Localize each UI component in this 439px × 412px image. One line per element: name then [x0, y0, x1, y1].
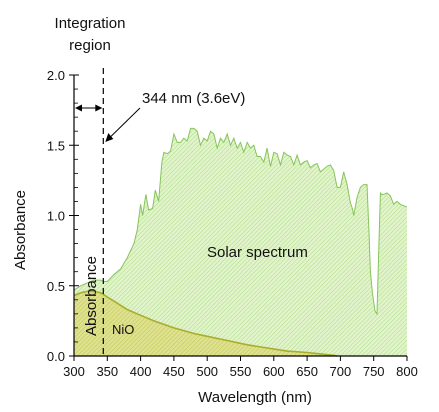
nio-label: NiO — [112, 322, 134, 337]
y-tick-label: 1.0 — [47, 209, 65, 224]
annotation-marks — [75, 68, 141, 356]
integration-region-label-line1: Integration — [55, 15, 126, 32]
x-tick-label: 350 — [96, 364, 118, 379]
absorbance-region-label: Absorbance — [83, 256, 100, 336]
x-axis-label: Wavelength (nm) — [198, 389, 312, 406]
x-tick-label: 700 — [330, 364, 352, 379]
y-tick-label: 0.5 — [47, 279, 65, 294]
x-tick-label: 500 — [196, 364, 218, 379]
x-tick-label: 450 — [163, 364, 185, 379]
ticks-layer: 300 350 400 450 500 550 600 650 700 750 800 0.0 0.5 1… — [47, 68, 418, 379]
solar-spectrum-line — [73, 127, 408, 316]
x-tick-label: 800 — [396, 364, 418, 379]
integration-arrowhead-right — [95, 104, 103, 112]
cutoff-pointer-arrowhead — [105, 133, 114, 142]
y-tick-label: 2.0 — [47, 68, 65, 83]
integration-region-label-line2: region — [69, 37, 111, 54]
cutoff-label: 344 nm (3.6eV) — [142, 90, 245, 107]
series-layer — [73, 127, 408, 357]
nio-absorbance-line — [73, 290, 338, 357]
x-tick-label: 750 — [363, 364, 385, 379]
y-tick-label: 1.5 — [47, 138, 65, 153]
integration-arrowhead-left — [75, 104, 82, 112]
nio-absorbance-area — [74, 291, 338, 356]
x-tick-label: 400 — [130, 364, 152, 379]
x-tick-label: 650 — [296, 364, 318, 379]
x-tick-label: 300 — [63, 364, 85, 379]
x-tick-label: 550 — [230, 364, 252, 379]
solar-spectrum-area — [74, 128, 407, 356]
y-tick-label: 0.0 — [47, 349, 65, 364]
solar-spectrum-label: Solar spectrum — [207, 244, 308, 261]
x-tick-label: 600 — [263, 364, 285, 379]
cutoff-pointer-line — [106, 107, 141, 141]
y-axis-label: Absorbance — [12, 190, 29, 270]
